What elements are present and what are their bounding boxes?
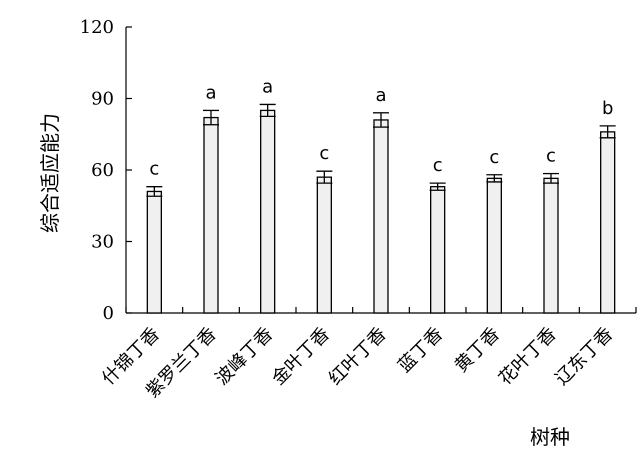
bar (260, 109, 276, 314)
bar (600, 131, 616, 314)
x-tick-label: 波峰丁香 (211, 324, 277, 390)
x-tick-label: 蓝丁香 (394, 324, 447, 377)
bar (430, 186, 446, 314)
bar (203, 116, 219, 314)
y-tick-label: 120 (80, 17, 114, 38)
significance-label: a (262, 76, 273, 97)
significance-label: c (319, 143, 329, 164)
bar (373, 119, 389, 314)
significance-label: a (205, 82, 216, 103)
significance-label: c (489, 147, 499, 168)
x-tick-label: 红叶丁香 (325, 324, 391, 390)
y-axis-label: 综合适应能力 (38, 113, 62, 233)
y-tick-label: 30 (91, 232, 114, 253)
significance-label: c (546, 146, 556, 167)
significance-labels: c a a c a c c c b (149, 76, 613, 179)
x-tick-label: 金叶丁香 (268, 324, 334, 390)
x-tick-label: 黄丁香 (451, 324, 504, 377)
bar (486, 177, 502, 314)
x-axis-label: 树种 (530, 425, 570, 449)
bar (543, 177, 559, 314)
error-bars (146, 103, 616, 197)
significance-label: c (433, 155, 443, 176)
bars (146, 109, 616, 314)
y-tick-label: 90 (91, 89, 114, 110)
x-tick-label: 花叶丁香 (495, 324, 561, 390)
bar (316, 176, 332, 314)
significance-label: c (149, 159, 159, 180)
x-tick-label: 辽东丁香 (551, 324, 617, 390)
y-tick-label: 60 (91, 160, 114, 181)
significance-label: a (375, 85, 386, 106)
y-tick-label: 0 (103, 303, 114, 324)
y-tick-labels: 0 30 60 90 120 (80, 17, 114, 324)
bar (146, 190, 162, 314)
significance-label: b (602, 98, 613, 119)
